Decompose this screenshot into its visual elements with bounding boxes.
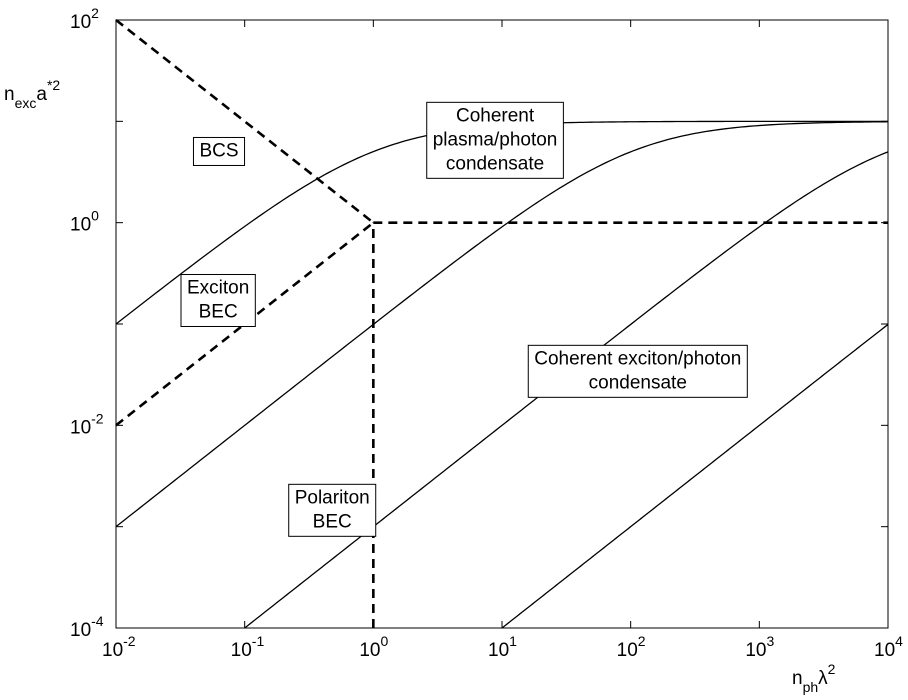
x-tick-labels: 10-2 10-1 100 101 102 103 104 [102,633,903,661]
annotation-text: Coherent [456,105,535,126]
x-tick-label: 101 [488,633,517,661]
annotation-text: Coherent exciton/photon [534,348,741,369]
y-tick-label: 102 [70,5,99,33]
region-annotations: BCS Exciton BEC Polariton BEC Coherent plasma/… [180,101,748,537]
annotation-box-1: Exciton BEC [180,273,256,327]
annotation-text: condensate [446,153,544,174]
solid-curve-1 [115,121,889,528]
x-tick-label: 102 [617,633,646,661]
y-tick-label: 100 [70,208,99,236]
solid-curve-3 [501,323,889,629]
x-tick-label: 100 [359,633,388,661]
y-tick-label: 10-2 [70,410,104,438]
x-tick-label: 10-2 [102,633,136,661]
dashed-boundary-line-4 [115,18,375,224]
y-tick-label: 10-4 [70,613,104,641]
annotation-text: Polariton [295,487,370,508]
series-lines [115,18,889,629]
x-tick-label: 10-1 [231,633,265,661]
annotation-text: plasma/photon [433,129,558,150]
annotation-text: condensate [589,372,687,393]
annotation-text: BEC [199,301,238,322]
annotation-text: BCS [199,140,238,161]
x-tick-label: 104 [874,633,903,661]
annotation-text: BEC [313,511,352,532]
annotation-box-3: Coherent plasma/photon condensate [426,101,564,179]
y-axis-label: nexca*2 [4,77,60,111]
annotation-box-0: BCS [192,136,246,166]
x-tick-label: 103 [745,633,774,661]
y-tick-labels: 10-4 10-2 100 102 [70,5,104,641]
x-axis-label: nphλ2 [792,661,836,695]
dashed-boundary-line-5 [115,221,375,427]
annotation-box-4: Coherent exciton/photon condensate [527,344,748,398]
annotation-box-2: Polariton BEC [288,483,377,537]
annotation-text: Exciton [187,277,249,298]
